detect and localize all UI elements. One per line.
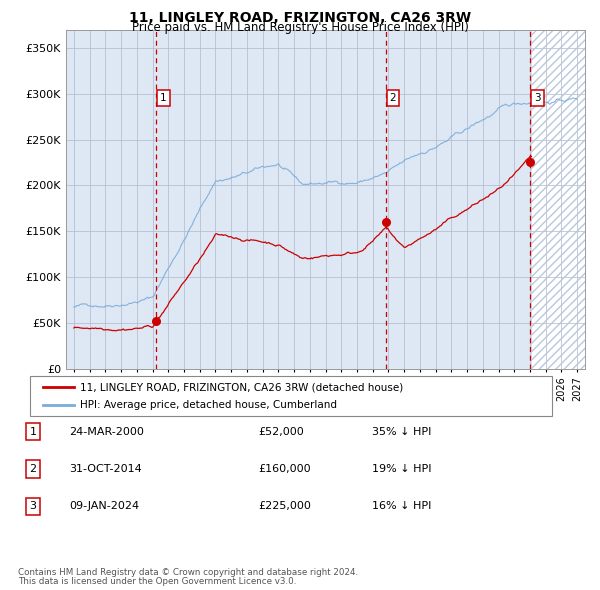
- Text: 3: 3: [535, 93, 541, 103]
- Text: 2: 2: [29, 464, 37, 474]
- Text: 11, LINGLEY ROAD, FRIZINGTON, CA26 3RW (detached house): 11, LINGLEY ROAD, FRIZINGTON, CA26 3RW (…: [80, 382, 403, 392]
- Text: 35% ↓ HPI: 35% ↓ HPI: [372, 427, 431, 437]
- Text: HPI: Average price, detached house, Cumberland: HPI: Average price, detached house, Cumb…: [80, 399, 337, 409]
- Bar: [531, 30, 585, 369]
- Text: 31-OCT-2014: 31-OCT-2014: [69, 464, 142, 474]
- Text: £225,000: £225,000: [258, 502, 311, 511]
- Text: 3: 3: [29, 502, 37, 511]
- Text: 1: 1: [160, 93, 167, 103]
- Text: Contains HM Land Registry data © Crown copyright and database right 2024.: Contains HM Land Registry data © Crown c…: [18, 568, 358, 577]
- Bar: [531, 30, 585, 369]
- Text: 24-MAR-2000: 24-MAR-2000: [69, 427, 144, 437]
- Text: 1: 1: [29, 427, 37, 437]
- Text: 2: 2: [389, 93, 396, 103]
- Text: 11, LINGLEY ROAD, FRIZINGTON, CA26 3RW: 11, LINGLEY ROAD, FRIZINGTON, CA26 3RW: [129, 11, 471, 25]
- Text: Price paid vs. HM Land Registry's House Price Index (HPI): Price paid vs. HM Land Registry's House …: [131, 21, 469, 34]
- Text: 16% ↓ HPI: 16% ↓ HPI: [372, 502, 431, 511]
- Text: £52,000: £52,000: [258, 427, 304, 437]
- Text: 19% ↓ HPI: 19% ↓ HPI: [372, 464, 431, 474]
- Text: 09-JAN-2024: 09-JAN-2024: [69, 502, 139, 511]
- Text: This data is licensed under the Open Government Licence v3.0.: This data is licensed under the Open Gov…: [18, 578, 296, 586]
- Text: £160,000: £160,000: [258, 464, 311, 474]
